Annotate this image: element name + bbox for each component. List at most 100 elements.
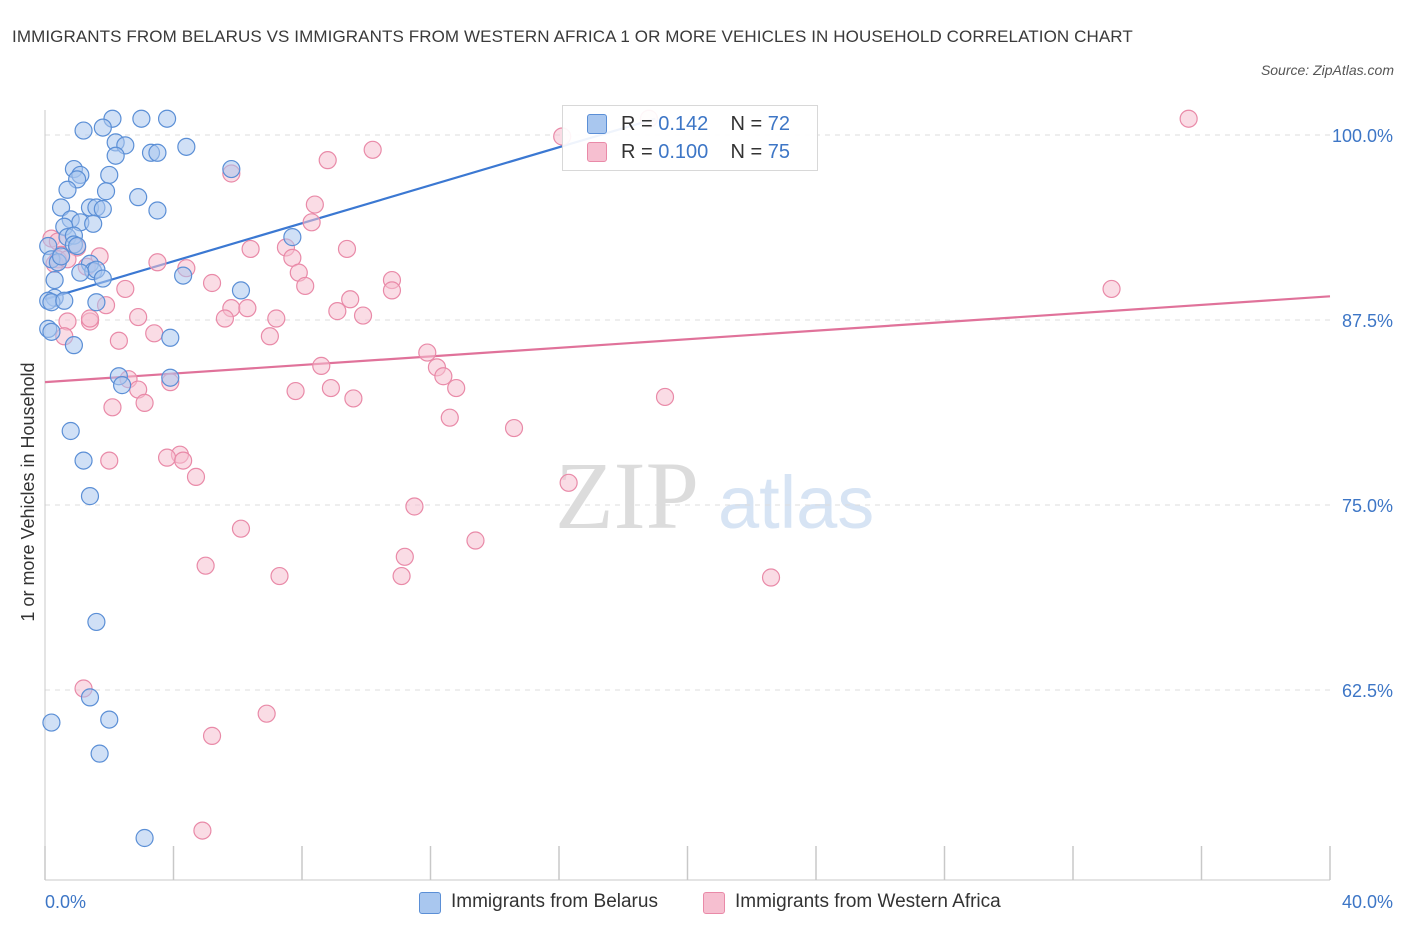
point-western-africa [145, 324, 164, 343]
point-belarus [58, 180, 77, 199]
y-tick-label: 75.0% [1342, 496, 1393, 516]
point-western-africa [405, 497, 424, 516]
point-belarus [45, 270, 64, 290]
point-belarus [283, 228, 302, 247]
point-belarus [61, 421, 80, 441]
point-western-africa [466, 531, 485, 550]
point-western-africa [353, 306, 373, 325]
legend-r-label: R = [621, 141, 653, 163]
point-western-africa [103, 398, 122, 417]
point-western-africa [655, 387, 675, 407]
point-western-africa [337, 239, 357, 259]
point-western-africa [341, 290, 360, 309]
point-western-africa [434, 367, 453, 386]
point-belarus [87, 293, 106, 312]
point-western-africa [174, 451, 193, 470]
point-western-africa [363, 140, 382, 159]
point-belarus [100, 165, 119, 185]
x-tick-label-max: 40.0% [1342, 892, 1393, 912]
point-western-africa [231, 519, 251, 538]
point-western-africa [260, 327, 279, 346]
point-western-africa [267, 309, 286, 328]
watermark: ZIP atlas [555, 442, 874, 549]
x-tick-label-min: 0.0% [45, 892, 86, 912]
point-belarus [74, 121, 93, 140]
point-western-africa [196, 556, 215, 575]
point-western-africa [58, 312, 77, 331]
point-western-africa [100, 451, 119, 470]
point-belarus [148, 143, 167, 162]
point-belarus [68, 236, 87, 256]
point-western-africa [1102, 279, 1121, 299]
source-label: Source: ZipAtlas.com [1260, 62, 1394, 78]
point-western-africa [116, 279, 135, 299]
point-belarus [93, 269, 112, 288]
point-belarus [80, 688, 100, 707]
point-western-africa [286, 381, 305, 401]
point-western-africa [344, 389, 363, 408]
point-western-africa [257, 704, 276, 723]
legend-swatch-western-africa [587, 142, 607, 162]
point-western-africa [305, 195, 324, 214]
legend-n-label: N = [730, 113, 763, 135]
data-points [39, 109, 1198, 848]
point-belarus [161, 368, 180, 387]
point-belarus [129, 188, 148, 207]
point-belarus [148, 201, 167, 220]
point-belarus [71, 263, 90, 282]
point-belarus [157, 109, 177, 128]
chart-title: IMMIGRANTS FROM BELARUS VS IMMIGRANTS FR… [12, 27, 1133, 46]
point-belarus [80, 487, 100, 506]
legend-swatch-belarus [587, 114, 607, 134]
trend-line-western-africa [44, 295, 1331, 384]
point-western-africa [395, 547, 414, 566]
point-western-africa [129, 307, 148, 327]
point-western-africa [238, 299, 257, 318]
watermark-atlas: atlas [718, 461, 874, 544]
point-belarus [174, 266, 193, 285]
point-western-africa [193, 821, 212, 840]
point-western-africa [382, 281, 402, 300]
legend-r-value: 0.100 [658, 141, 709, 163]
series-swatch-western-africa [703, 892, 725, 914]
watermark-zip: ZIP [555, 442, 699, 549]
point-belarus [231, 281, 251, 300]
point-western-africa [321, 378, 341, 398]
point-western-africa [241, 239, 260, 259]
point-western-africa [296, 276, 315, 296]
point-western-africa [202, 726, 222, 745]
point-belarus [51, 198, 71, 217]
point-belarus [42, 322, 61, 341]
point-western-africa [202, 273, 222, 293]
legend-n-value: 72 [767, 113, 791, 135]
series-swatch-belarus [419, 892, 441, 914]
point-belarus [90, 744, 109, 763]
series-legend: Immigrants from Belarus Immigrants from … [0, 890, 1406, 916]
point-western-africa [440, 408, 459, 427]
y-tick-label: 87.5% [1342, 311, 1393, 331]
point-western-africa [761, 568, 781, 587]
point-western-africa [186, 467, 206, 486]
point-western-africa [80, 309, 100, 328]
point-belarus [51, 247, 71, 266]
point-western-africa [215, 309, 234, 328]
legend-n-label: N = [730, 141, 763, 163]
point-belarus [112, 376, 132, 395]
point-western-africa [559, 473, 578, 492]
point-western-africa [157, 448, 177, 467]
stats-legend: R = 0.142 N = 72 R = 0.100 N = 75 [562, 105, 818, 171]
point-western-africa [109, 331, 128, 350]
point-belarus [161, 328, 180, 347]
gridlines [45, 134, 1330, 691]
y-axis-label: 1 or more Vehicles in Household [18, 362, 38, 621]
point-western-africa [270, 566, 289, 586]
point-belarus [87, 612, 106, 632]
series-label-belarus: Immigrants from Belarus [451, 891, 658, 912]
legend-r-value: 0.142 [658, 113, 709, 135]
point-belarus [132, 109, 151, 128]
point-western-africa [392, 566, 411, 586]
point-western-africa [302, 213, 321, 232]
tick-labels: 62.5% 75.0% 87.5% 100.0% 0.0% 40.0% [45, 126, 1393, 912]
point-belarus [177, 137, 196, 156]
